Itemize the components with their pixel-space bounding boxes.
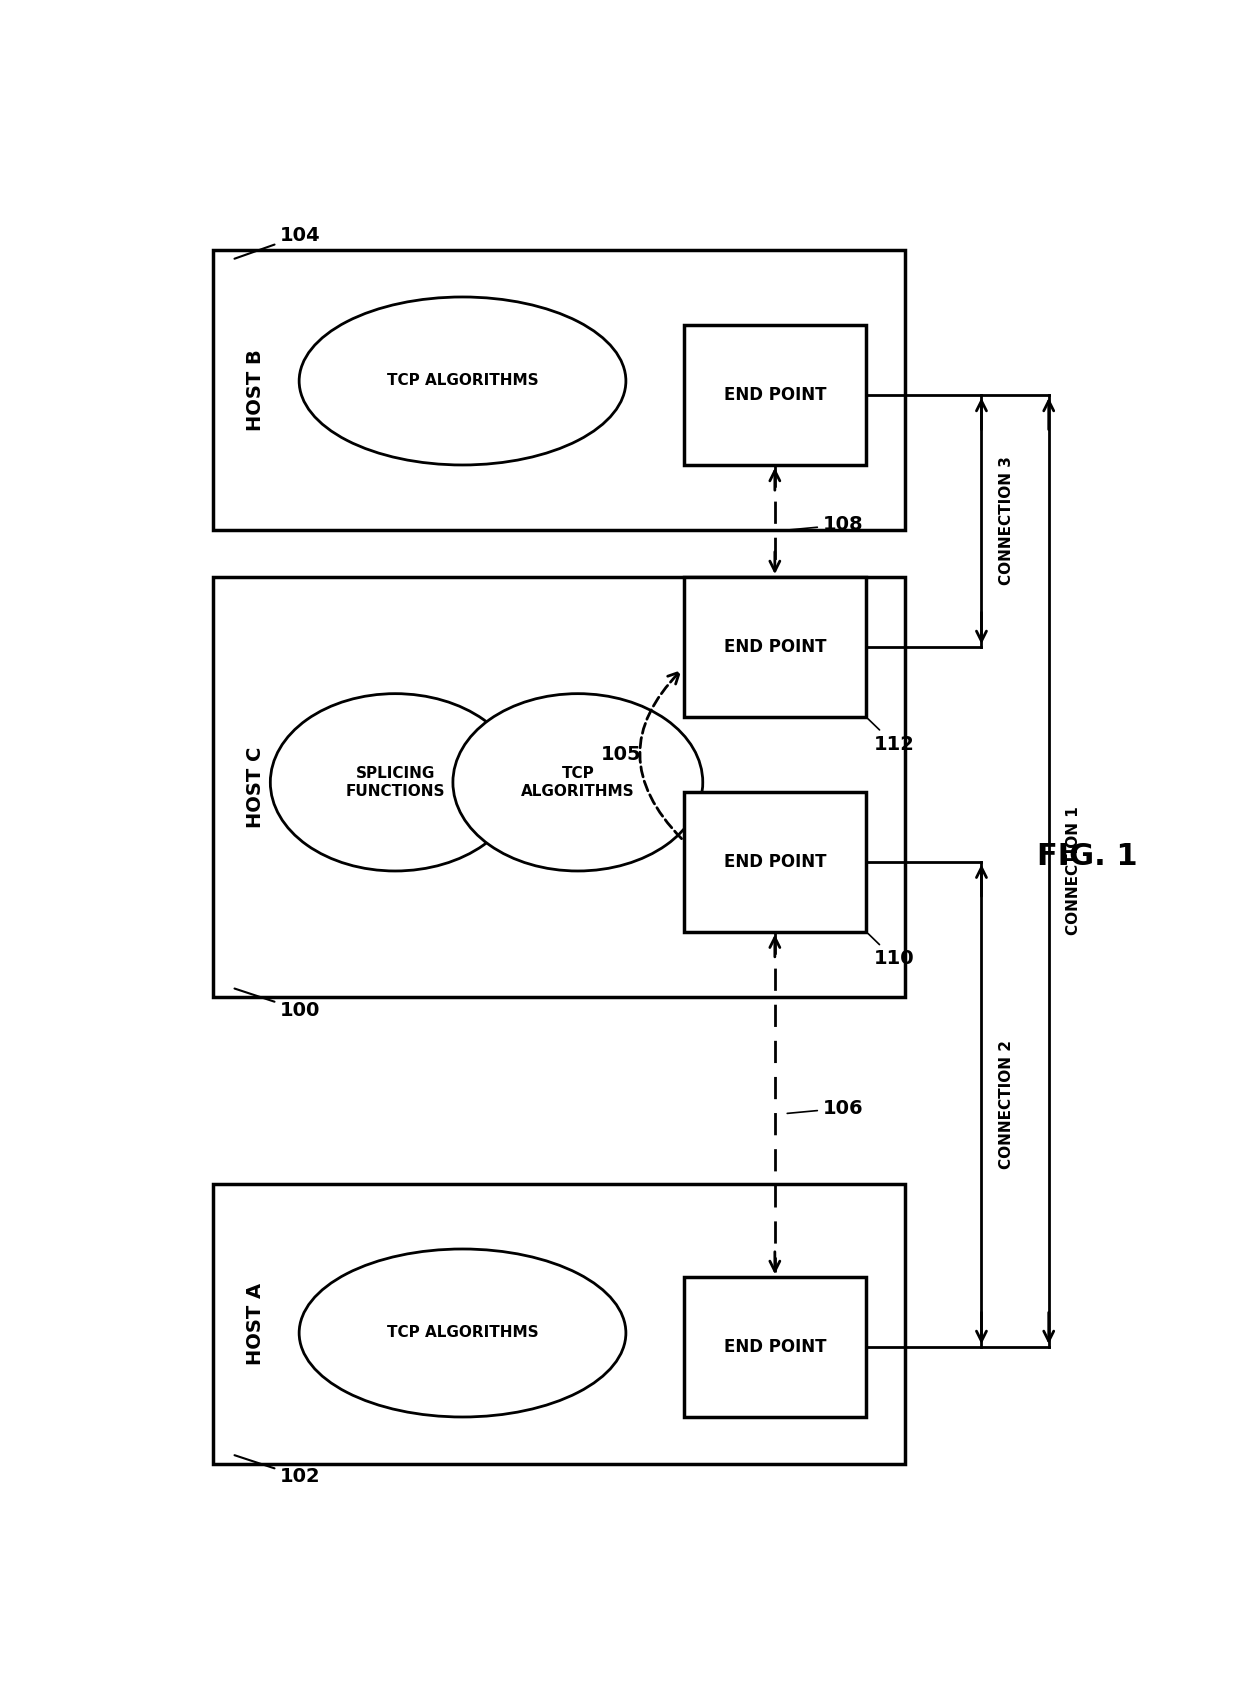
Text: CONNECTION 3: CONNECTION 3 (998, 456, 1014, 585)
Bar (683, 792, 867, 932)
Text: SPLICING
FUNCTIONS: SPLICING FUNCTIONS (346, 765, 445, 799)
Text: 105: 105 (600, 745, 641, 764)
Bar (213, 577, 905, 998)
Text: 106: 106 (787, 1098, 863, 1118)
Ellipse shape (453, 694, 703, 871)
Text: FIG. 1: FIG. 1 (1037, 842, 1137, 872)
Ellipse shape (299, 1249, 626, 1417)
Text: HOST C: HOST C (247, 747, 265, 828)
Text: HOST A: HOST A (247, 1283, 265, 1364)
Text: END POINT: END POINT (724, 385, 826, 404)
Text: CONNECTION 2: CONNECTION 2 (998, 1040, 1014, 1169)
Bar (683, 1278, 867, 1417)
Bar (213, 251, 905, 531)
Ellipse shape (299, 297, 626, 465)
Text: 112: 112 (868, 720, 915, 753)
Text: CONNECTION 1: CONNECTION 1 (1066, 806, 1081, 935)
Text: END POINT: END POINT (724, 638, 826, 657)
Text: END POINT: END POINT (724, 1337, 826, 1356)
Text: TCP
ALGORITHMS: TCP ALGORITHMS (521, 765, 635, 799)
Text: 102: 102 (234, 1456, 321, 1487)
Text: 104: 104 (234, 226, 321, 258)
Text: END POINT: END POINT (724, 852, 826, 871)
Text: 100: 100 (234, 989, 320, 1020)
Text: TCP ALGORITHMS: TCP ALGORITHMS (387, 373, 538, 389)
Text: TCP ALGORITHMS: TCP ALGORITHMS (387, 1325, 538, 1341)
Bar (683, 577, 867, 718)
Text: 110: 110 (868, 933, 914, 969)
Ellipse shape (270, 694, 521, 871)
Bar (213, 1185, 905, 1463)
Bar (683, 326, 867, 465)
Text: 108: 108 (787, 516, 863, 535)
Text: HOST B: HOST B (247, 350, 265, 431)
